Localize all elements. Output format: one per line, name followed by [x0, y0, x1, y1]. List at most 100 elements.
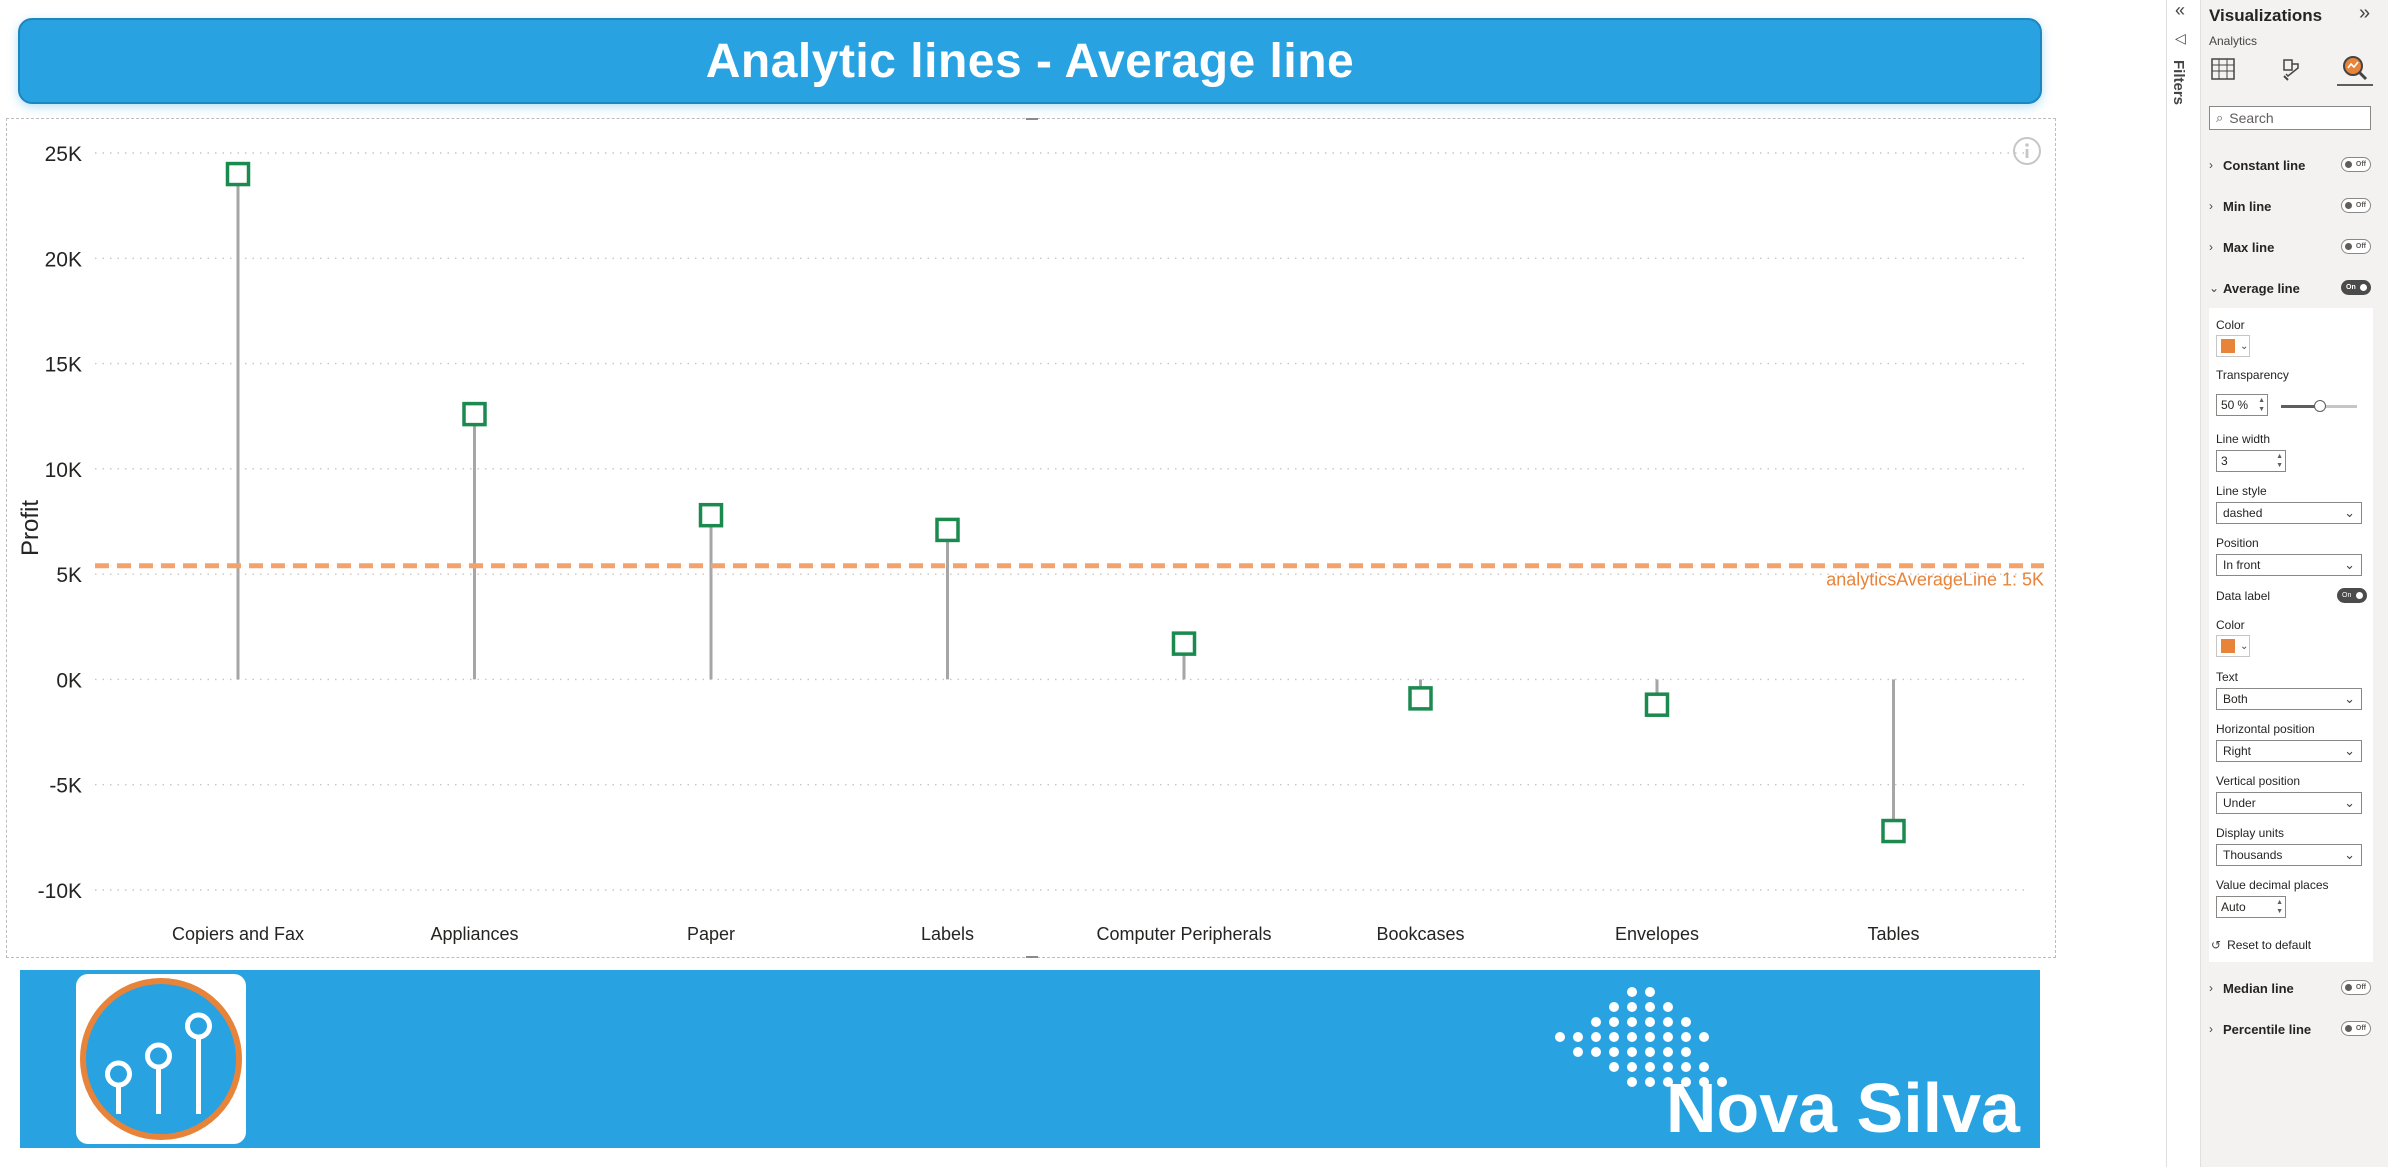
brand-dot: [1609, 1017, 1619, 1027]
resize-handle-top[interactable]: [1026, 118, 1038, 120]
filters-label[interactable]: Filters: [2170, 60, 2187, 106]
average-line-settings: Color ⌄ Transparency 50 % ▲ ▼ Line width …: [2209, 308, 2373, 962]
brand-dot: [1681, 1017, 1691, 1027]
brand-dot: [1573, 1032, 1583, 1042]
transparency-slider-fill: [2281, 405, 2319, 408]
position-dropdown[interactable]: In front ⌄: [2216, 554, 2362, 576]
tab-analytics[interactable]: [2337, 52, 2373, 86]
reset-to-default-button[interactable]: ↺ Reset to default: [2211, 938, 2311, 952]
label-color-picker[interactable]: ⌄: [2216, 635, 2250, 657]
chevron-down-icon: ⌄: [2240, 640, 2249, 652]
section-label: Max line: [2223, 239, 2275, 255]
y-tick-label: 0K: [56, 669, 82, 692]
vertical-position-dropdown[interactable]: Under ⌄: [2216, 792, 2362, 814]
decimal-places-input[interactable]: Auto ▲ ▼: [2216, 896, 2286, 918]
brand-dot: [1663, 1062, 1673, 1072]
footer-banner: Nova Silva: [20, 970, 2040, 1148]
line-width-label: Line width: [2216, 432, 2271, 446]
spinner-icon[interactable]: ▲ ▼: [2258, 397, 2265, 413]
expand-double-chevron-icon[interactable]: »: [2359, 2, 2371, 24]
average-line-data-label: analyticsAverageLine 1: 5K: [1826, 570, 2044, 590]
brand-dot: [1645, 1062, 1655, 1072]
lollipop-chart-visual[interactable]: [6, 118, 2056, 958]
line-style-label: Line style: [2216, 484, 2267, 498]
x-tick-label: Appliances: [430, 924, 518, 944]
constant-line-toggle[interactable]: Off: [2341, 157, 2371, 172]
transparency-slider-thumb[interactable]: [2314, 400, 2326, 412]
brand-dot: [1681, 1047, 1691, 1057]
data-point-marker[interactable]: [935, 517, 960, 543]
y-tick-label: 10K: [45, 459, 82, 482]
resize-handle-bottom[interactable]: [1026, 956, 1038, 958]
x-tick-label: Tables: [1867, 924, 1919, 944]
text-value: Both: [2223, 692, 2248, 706]
brand-dot: [1699, 1032, 1709, 1042]
line-style-dropdown[interactable]: dashed ⌄: [2216, 502, 2362, 524]
data-point-marker[interactable]: [1881, 818, 1906, 844]
brand-dot: [1609, 1062, 1619, 1072]
section-median-line[interactable]: › Median line Off: [2209, 977, 2373, 999]
line-width-input[interactable]: 3 ▲ ▼: [2216, 450, 2286, 472]
section-max-line[interactable]: › Max line Off: [2209, 236, 2373, 258]
position-value: In front: [2223, 558, 2261, 572]
transparency-input[interactable]: 50 % ▲ ▼: [2216, 394, 2268, 416]
section-label: Median line: [2223, 980, 2294, 996]
y-tick-label: 5K: [56, 564, 82, 587]
brand-dot: [1663, 1002, 1673, 1012]
vertical-position-label: Vertical position: [2216, 774, 2301, 788]
search-input[interactable]: ⌕ Search: [2209, 106, 2371, 130]
section-average-line[interactable]: ⌄ Average line On: [2209, 277, 2373, 299]
median-line-toggle[interactable]: Off: [2341, 980, 2371, 995]
display-units-dropdown[interactable]: Thousands ⌄: [2216, 844, 2362, 866]
chevron-right-icon: ›: [2209, 981, 2213, 995]
tab-format-visual[interactable]: [2273, 52, 2309, 86]
brand-dot: [1663, 1047, 1673, 1057]
filter-funnel-icon: ◁: [2175, 30, 2186, 46]
data-point-marker[interactable]: [1171, 631, 1197, 656]
data-point-marker[interactable]: [225, 161, 251, 187]
text-dropdown[interactable]: Both ⌄: [2216, 688, 2362, 710]
collapse-double-chevron-icon[interactable]: «: [2175, 0, 2186, 20]
info-icon[interactable]: [2012, 136, 2042, 166]
section-min-line[interactable]: › Min line Off: [2209, 195, 2373, 217]
section-constant-line[interactable]: › Constant line Off: [2209, 154, 2373, 176]
report-canvas: Analytic lines - Average line 25K 20K 15K 1…: [6, 18, 2056, 1148]
viz-pane-subtitle: Analytics: [2209, 34, 2258, 48]
decimal-places-value: Auto: [2221, 900, 2246, 914]
chevron-right-icon: ›: [2209, 158, 2213, 172]
brand-logo: Nova Silva: [1555, 987, 2021, 1142]
max-line-toggle[interactable]: Off: [2341, 239, 2371, 254]
paintbrush-icon: [2283, 59, 2299, 81]
filters-pane-collapsed[interactable]: « ◁: [2166, 0, 2200, 1167]
section-percentile-line[interactable]: › Percentile line Off: [2209, 1018, 2373, 1040]
brand-dots-icon: [1555, 987, 1727, 1087]
data-point-marker[interactable]: [1644, 692, 1670, 717]
brand-dot: [1645, 1077, 1655, 1087]
y-tick-label: 20K: [45, 248, 82, 271]
brand-dot: [1681, 1032, 1691, 1042]
tab-build-visual[interactable]: [2205, 52, 2241, 86]
chevron-down-icon: ⌄: [2344, 557, 2355, 572]
average-line-toggle[interactable]: On: [2341, 280, 2371, 295]
line-color-picker[interactable]: ⌄: [2216, 335, 2250, 357]
data-point-marker[interactable]: [462, 401, 487, 427]
brand-dot: [1591, 1047, 1601, 1057]
y-tick-label: -5K: [49, 775, 82, 798]
percentile-line-toggle[interactable]: Off: [2341, 1021, 2371, 1036]
data-point-marker[interactable]: [698, 502, 724, 528]
spinner-icon[interactable]: ▲ ▼: [2276, 453, 2283, 469]
spinner-icon[interactable]: ▲ ▼: [2276, 899, 2283, 915]
horizontal-position-dropdown[interactable]: Right ⌄: [2216, 740, 2362, 762]
data-label-toggle[interactable]: On: [2337, 588, 2367, 603]
brand-name: Nova Silva: [1666, 1069, 2021, 1142]
data-point-marker[interactable]: [1408, 686, 1433, 711]
data-label-label: Data label: [2216, 589, 2271, 603]
display-units-value: Thousands: [2223, 848, 2283, 862]
x-tick-label: Envelopes: [1615, 924, 1699, 944]
brand-dot: [1663, 1032, 1673, 1042]
transparency-value: 50: [2221, 398, 2235, 412]
x-axis-ticks: Copiers and Fax Appliances Paper Labels Comp…: [172, 924, 1920, 944]
app-logo: [76, 974, 246, 1144]
brand-dot: [1627, 1032, 1637, 1042]
min-line-toggle[interactable]: Off: [2341, 198, 2371, 213]
